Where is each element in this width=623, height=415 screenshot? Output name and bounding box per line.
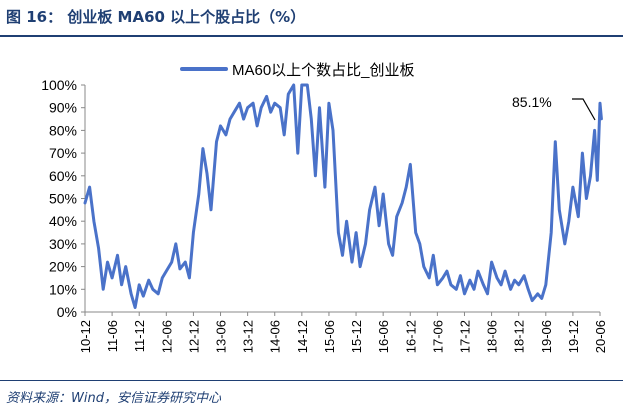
x-tick-label: 19-12 — [566, 320, 581, 353]
x-tick-label: 14-06 — [268, 320, 283, 353]
x-tick-label: 18-12 — [512, 320, 527, 353]
legend: MA60以上个数占比_创业板 — [180, 61, 415, 79]
legend-label: MA60以上个数占比_创业板 — [232, 61, 415, 79]
x-tick-label: 11-12 — [132, 320, 147, 352]
x-tick-label: 17-12 — [457, 320, 472, 353]
x-tick-label: 14-12 — [295, 320, 310, 353]
series-group — [83, 83, 603, 309]
y-tick-label: 90% — [49, 100, 77, 116]
y-tick-label: 60% — [49, 168, 77, 184]
x-tick-label: 19-06 — [539, 320, 554, 353]
y-tick-label: 40% — [49, 213, 77, 229]
x-tick-label: 11-06 — [105, 320, 120, 352]
x-tick-label: 20-06 — [593, 320, 608, 353]
annotation: 85.1% — [512, 94, 596, 121]
x-axis: 10-12 11-06 11-12 12-06 12-12 13-06 13-12 14-06… — [78, 311, 608, 353]
y-tick-label: 10% — [49, 281, 77, 297]
y-tick-label: 80% — [49, 122, 77, 138]
y-tick-label: 30% — [49, 236, 77, 252]
y-tick-label: 20% — [49, 259, 77, 275]
line-chart: 0%10%20%30%40%50%60%70%80%90%100% 10-12 1… — [41, 61, 608, 353]
y-axis: 0% 10% 20% 30% 40% 50% 60% 70% 80% 90% 100% — [41, 77, 86, 320]
title-divider — [0, 35, 623, 37]
annotation-leader — [572, 98, 596, 121]
y-tick-label: 100% — [41, 77, 77, 93]
source-divider — [0, 380, 623, 381]
source-note: 资料来源：Wind，安信证券研究中心 — [6, 391, 221, 406]
y-tick-label: 50% — [49, 191, 77, 207]
x-tick-label: 12-12 — [186, 320, 201, 353]
y-tick-label: 70% — [49, 145, 77, 161]
x-tick-label: 16-06 — [376, 320, 391, 353]
x-tick-label: 10-12 — [78, 320, 93, 353]
x-tick-label: 12-06 — [159, 320, 174, 353]
x-tick-label: 13-06 — [214, 320, 229, 353]
x-tick-label: 16-12 — [403, 320, 418, 353]
x-tick-label: 13-12 — [241, 320, 256, 353]
x-tick-label: 17-06 — [430, 320, 445, 353]
annotation-label: 85.1% — [512, 94, 552, 110]
y-tick-label: 0% — [57, 304, 77, 320]
figure-title: 图 16： 创业板 MA60 以上个股占比（%） — [6, 8, 306, 26]
x-tick-label: 15-06 — [322, 320, 337, 353]
x-tick-label: 15-12 — [349, 320, 364, 353]
series-line — [83, 83, 603, 309]
x-tick-label: 18-06 — [485, 320, 500, 353]
